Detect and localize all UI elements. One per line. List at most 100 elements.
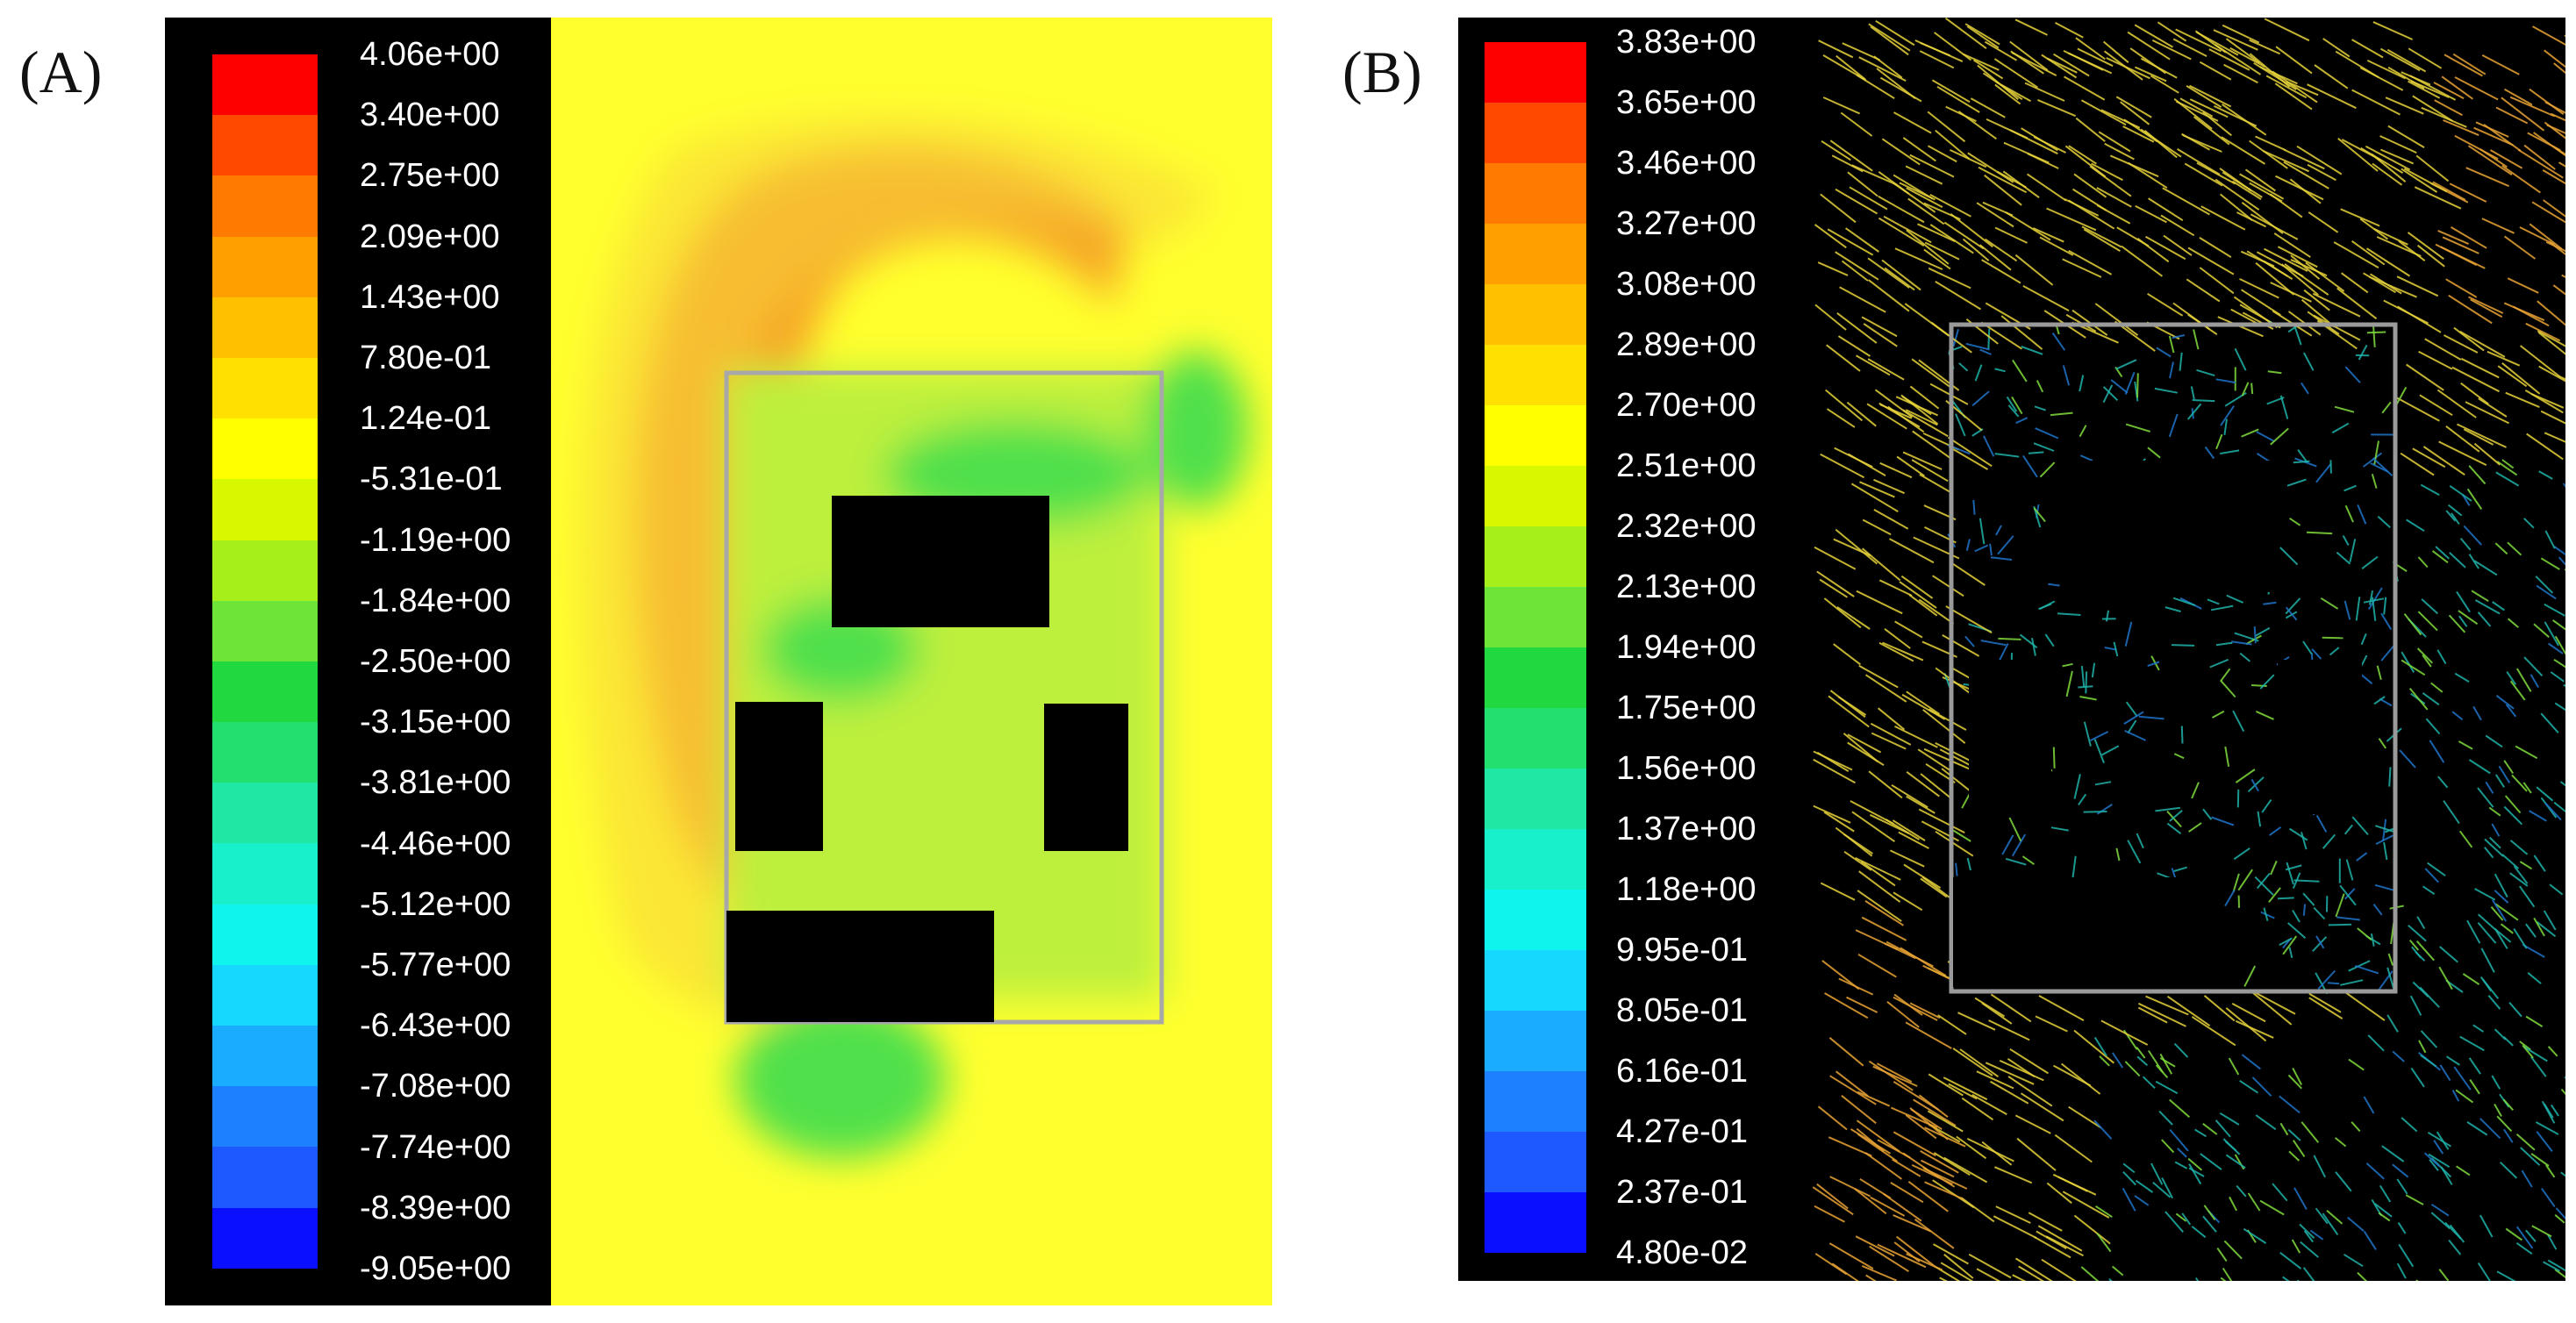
velocity-vector — [2538, 365, 2565, 383]
velocity-vector — [2365, 247, 2410, 277]
velocity-vector — [2405, 1194, 2424, 1205]
legend-tick-label: 3.46e+00 — [1616, 145, 1757, 182]
velocity-vector — [2222, 24, 2260, 44]
velocity-vector — [2443, 118, 2479, 137]
building-a-west — [735, 702, 823, 851]
velocity-vector — [2098, 131, 2131, 153]
velocity-vector — [2420, 483, 2440, 497]
velocity-vector — [2220, 449, 2240, 454]
velocity-vector — [2401, 651, 2415, 673]
velocity-vector — [1818, 39, 1854, 59]
velocity-vector — [2292, 1140, 2306, 1157]
velocity-vector — [1945, 605, 1993, 634]
velocity-vector — [1857, 890, 1902, 922]
legend-swatch — [212, 236, 318, 297]
velocity-vector — [2200, 205, 2246, 231]
velocity-vector — [2485, 781, 2494, 794]
velocity-vector — [2459, 1035, 2485, 1052]
velocity-vector — [2429, 740, 2445, 763]
velocity-vector — [1864, 674, 1907, 703]
velocity-vector — [2518, 885, 2536, 908]
velocity-vector — [2031, 638, 2036, 656]
legend-tick-label: 1.18e+00 — [1616, 871, 1757, 908]
velocity-vector — [2223, 63, 2258, 84]
velocity-vector — [2255, 1114, 2277, 1131]
velocity-vector — [2519, 345, 2560, 377]
velocity-vector — [2535, 576, 2554, 594]
velocity-vector — [1943, 1076, 1988, 1101]
velocity-vector — [2191, 1226, 2207, 1239]
velocity-vector — [2408, 687, 2429, 711]
velocity-vector — [1870, 25, 1909, 56]
velocity-vector — [1876, 68, 1916, 99]
velocity-vector — [2494, 927, 2508, 949]
velocity-vector — [2215, 433, 2223, 450]
velocity-vector — [2545, 1164, 2556, 1178]
velocity-vector — [1994, 1166, 2033, 1184]
velocity-vector — [2380, 612, 2393, 631]
velocity-vector — [2282, 935, 2298, 955]
velocity-vector — [2351, 39, 2384, 59]
legend-tick-label: -3.81e+00 — [360, 764, 512, 802]
velocity-vector — [2527, 972, 2542, 984]
legend-tick-label: -5.12e+00 — [360, 885, 512, 923]
field-a-low-south — [735, 1000, 946, 1158]
legend-tick-label: 2.09e+00 — [360, 218, 500, 255]
velocity-vector — [2220, 1277, 2227, 1281]
velocity-vector — [1845, 227, 1879, 253]
velocity-vector — [2421, 598, 2438, 615]
velocity-vector — [2189, 98, 2229, 118]
velocity-vector — [2052, 53, 2090, 77]
velocity-vector — [2051, 332, 2066, 351]
velocity-vector — [2412, 981, 2429, 998]
velocity-vector — [2322, 38, 2351, 58]
velocity-vector — [1856, 1119, 1900, 1153]
velocity-vector — [2490, 906, 2504, 921]
velocity-vector — [1889, 538, 1935, 564]
velocity-vector — [2454, 134, 2499, 160]
building-a-north — [832, 496, 1049, 627]
velocity-vector — [2303, 352, 2315, 371]
velocity-vector — [2005, 211, 2051, 241]
velocity-vector — [1940, 1262, 1973, 1281]
velocity-vector — [2460, 382, 2489, 405]
velocity-vector — [1949, 148, 1987, 168]
velocity-vector — [2140, 57, 2178, 79]
legend-tick-label: 1.94e+00 — [1616, 629, 1757, 666]
velocity-vector — [2034, 1236, 2072, 1259]
velocity-vector — [1923, 248, 1951, 270]
velocity-vector — [2249, 182, 2283, 203]
legend-swatch — [1485, 284, 1586, 345]
velocity-vector — [2236, 789, 2240, 808]
velocity-vector — [2431, 550, 2449, 564]
velocity-vector — [2544, 621, 2559, 647]
legend-b-colorbar — [1485, 42, 1586, 1253]
velocity-vector — [1943, 1254, 1974, 1279]
velocity-vector — [2249, 53, 2291, 88]
velocity-vector — [2379, 47, 2421, 72]
legend-swatch — [212, 1086, 318, 1148]
velocity-vector — [1961, 1097, 1994, 1121]
velocity-vector — [1851, 164, 1898, 186]
velocity-vector — [2220, 405, 2235, 426]
velocity-vector — [1965, 342, 1990, 351]
velocity-vector — [2548, 642, 2564, 654]
velocity-vector — [2157, 21, 2187, 42]
velocity-vector — [2549, 883, 2564, 896]
velocity-vector — [2246, 250, 2288, 277]
velocity-vector — [2208, 48, 2250, 71]
velocity-vector — [1891, 783, 1928, 809]
velocity-vector — [2273, 232, 2311, 258]
velocity-vector — [2357, 1271, 2368, 1281]
velocity-vector — [1891, 1106, 1938, 1129]
velocity-vector — [1961, 792, 1971, 809]
velocity-vector — [2477, 787, 2494, 808]
velocity-vector — [2145, 235, 2186, 261]
velocity-vector — [1828, 1037, 1864, 1067]
velocity-vector — [2503, 760, 2515, 775]
velocity-vector — [1990, 556, 2013, 561]
legend-a-colorbar — [212, 54, 318, 1269]
velocity-vector — [1876, 1062, 1913, 1083]
velocity-vector — [2007, 404, 2020, 418]
velocity-vector — [2168, 335, 2175, 354]
